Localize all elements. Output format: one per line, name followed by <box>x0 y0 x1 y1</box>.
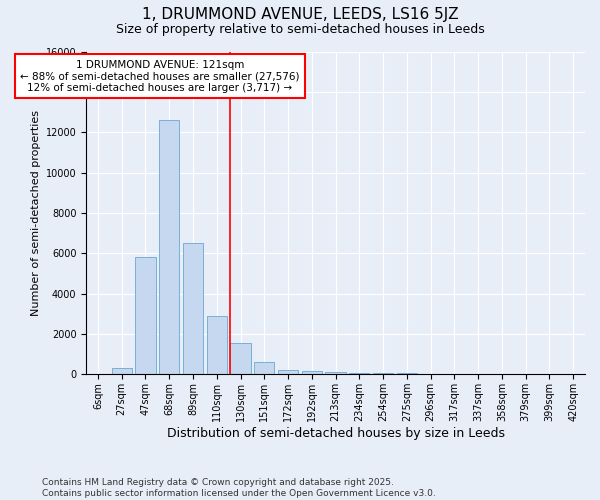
Bar <box>302 372 322 374</box>
Text: 1 DRUMMOND AVENUE: 121sqm
← 88% of semi-detached houses are smaller (27,576)
12%: 1 DRUMMOND AVENUE: 121sqm ← 88% of semi-… <box>20 60 299 93</box>
Bar <box>206 316 227 374</box>
Text: Contains HM Land Registry data © Crown copyright and database right 2025.
Contai: Contains HM Land Registry data © Crown c… <box>42 478 436 498</box>
Bar <box>112 368 132 374</box>
Bar <box>183 243 203 374</box>
Bar <box>349 373 370 374</box>
Text: Size of property relative to semi-detached houses in Leeds: Size of property relative to semi-detach… <box>116 22 484 36</box>
Y-axis label: Number of semi-detached properties: Number of semi-detached properties <box>31 110 41 316</box>
Bar <box>254 362 274 374</box>
Text: 1, DRUMMOND AVENUE, LEEDS, LS16 5JZ: 1, DRUMMOND AVENUE, LEEDS, LS16 5JZ <box>142 8 458 22</box>
Bar <box>159 120 179 374</box>
Bar <box>136 258 155 374</box>
Bar <box>325 372 346 374</box>
Bar <box>230 343 251 374</box>
Bar <box>278 370 298 374</box>
X-axis label: Distribution of semi-detached houses by size in Leeds: Distribution of semi-detached houses by … <box>167 427 505 440</box>
